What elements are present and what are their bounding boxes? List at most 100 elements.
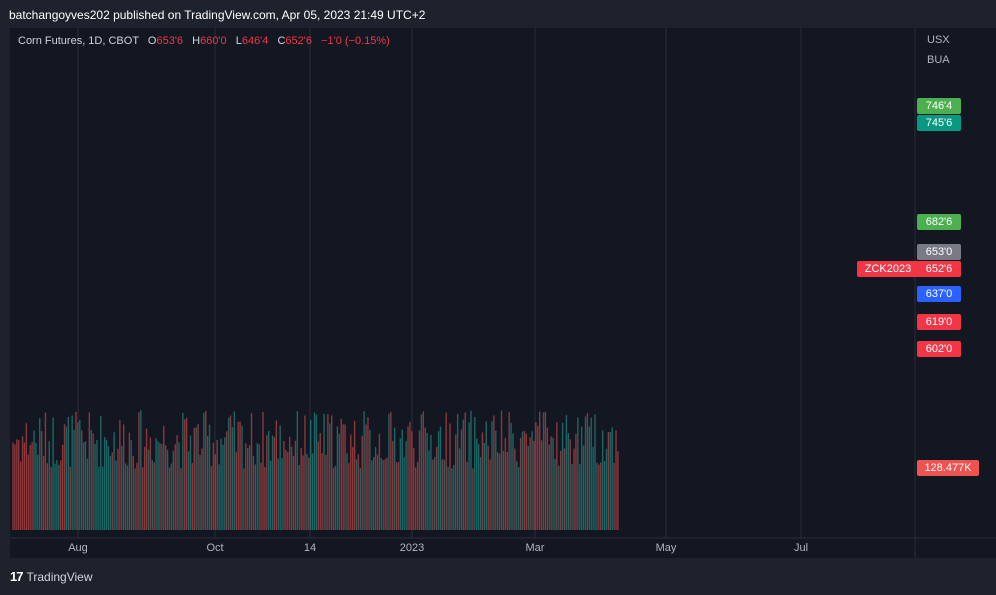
volume-bar	[201, 448, 203, 530]
volume-bar	[239, 421, 241, 530]
volume-bar	[260, 462, 262, 530]
volume-bar	[443, 459, 445, 530]
volume-bar	[456, 413, 459, 530]
change-value: −1'0 (−0.15%)	[321, 35, 390, 47]
volume-bar	[451, 468, 453, 530]
volume-bar	[119, 420, 121, 530]
price-chart[interactable]: 780'0760'0740'0720'0700'0680'0660'0640'0…	[10, 28, 996, 558]
volume-bar	[63, 424, 66, 530]
volume-bar	[474, 417, 476, 530]
volume-bar	[426, 432, 428, 530]
symbol-legend: Corn Futures, 1D, CBOT O653'6 H660'0 L64…	[18, 35, 390, 47]
volume-bar	[598, 464, 600, 530]
volume-bar	[504, 438, 507, 530]
low-value: 646'4	[241, 35, 269, 47]
volume-bar	[184, 419, 186, 530]
volume-bar	[413, 447, 415, 530]
close-label: C	[277, 35, 286, 47]
volume-bar	[546, 427, 549, 530]
x-tick-label: 2023	[400, 542, 424, 554]
volume-bar	[516, 461, 518, 530]
volume-bar	[497, 452, 499, 530]
volume-bar	[21, 436, 24, 530]
volume-bar	[140, 410, 142, 530]
volume-bar	[363, 411, 365, 530]
volume-bar	[519, 437, 522, 530]
volume-bar	[588, 426, 591, 530]
volume-bar	[537, 425, 539, 530]
volume-bar	[39, 418, 41, 530]
volume-bar	[52, 417, 54, 530]
volume-bar	[514, 448, 516, 530]
volume-bar	[174, 444, 176, 530]
volume-bar	[79, 419, 81, 530]
volume-bar	[304, 415, 306, 530]
volume-bar	[250, 413, 253, 530]
volume-bar	[18, 439, 20, 530]
volume-bar	[271, 435, 274, 530]
volume-bar	[544, 411, 547, 530]
volume-bar	[561, 422, 564, 530]
volume-bar	[538, 411, 541, 530]
volume-bar	[56, 459, 58, 530]
volume-bar	[105, 439, 108, 530]
volume-bar	[535, 422, 537, 530]
volume-bar	[279, 425, 281, 530]
volume-bar	[584, 416, 587, 530]
volume-bar	[447, 466, 449, 530]
volume-bar	[464, 412, 466, 530]
volume-bar	[170, 463, 173, 530]
volume-bar	[222, 444, 224, 530]
volume-bar	[298, 464, 300, 530]
volume-bar	[287, 452, 289, 530]
volume-bar	[609, 431, 611, 530]
volume-bar	[374, 447, 377, 530]
volume-bar	[409, 421, 411, 530]
volume-bar	[495, 430, 497, 530]
volume-bar	[559, 450, 562, 530]
x-tick-label: Oct	[206, 542, 223, 554]
volume-bar	[134, 468, 136, 530]
volume-bar	[365, 424, 367, 530]
volume-bar	[185, 417, 188, 530]
volume-bar	[592, 446, 594, 530]
volume-bar	[294, 440, 297, 530]
publish-text: batchangoyves202 published on TradingVie…	[9, 8, 426, 22]
volume-bar	[203, 412, 205, 530]
volume-bar	[214, 454, 216, 530]
volume-bar	[521, 431, 524, 530]
volume-bar	[84, 441, 87, 530]
volume-bar	[311, 453, 314, 530]
tradingview-logo[interactable]: 17 TradingView	[10, 569, 93, 584]
volume-bar	[50, 467, 52, 530]
volume-bar	[508, 412, 510, 530]
volume-bar	[136, 462, 138, 530]
volume-bar	[159, 443, 161, 530]
volume-bar	[455, 434, 457, 530]
volume-bar	[191, 463, 194, 530]
volume-bar	[411, 431, 413, 530]
volume-bar	[603, 461, 606, 530]
volume-bar	[449, 423, 451, 530]
currency-unit[interactable]: USX	[927, 34, 950, 46]
volume-bar	[168, 467, 171, 530]
chart-area[interactable]: 780'0760'0740'0720'0700'0680'0660'0640'0…	[10, 28, 996, 558]
volume-bar	[613, 462, 615, 530]
x-tick-label: 14	[304, 542, 316, 554]
volume-bar	[71, 415, 73, 530]
currency-unit-secondary[interactable]: BUA	[927, 54, 950, 66]
volume-bar	[487, 445, 489, 530]
volume-bar	[101, 466, 104, 530]
volume-bar	[138, 412, 140, 530]
volume-bar	[124, 463, 127, 530]
volume-bar	[340, 418, 342, 530]
volume-bar	[143, 446, 146, 530]
volume-bar	[130, 440, 133, 530]
volume-bar	[468, 422, 470, 530]
volume-bar	[48, 441, 50, 530]
volume-bar	[29, 444, 31, 530]
volume-bar	[506, 451, 508, 530]
x-tick-label: May	[656, 542, 677, 554]
volume-bar	[453, 464, 455, 530]
volume-bar	[65, 426, 68, 530]
